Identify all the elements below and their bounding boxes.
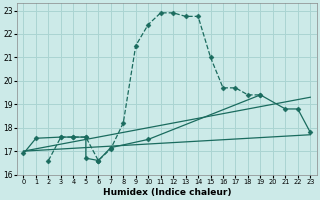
X-axis label: Humidex (Indice chaleur): Humidex (Indice chaleur) [103, 188, 231, 197]
